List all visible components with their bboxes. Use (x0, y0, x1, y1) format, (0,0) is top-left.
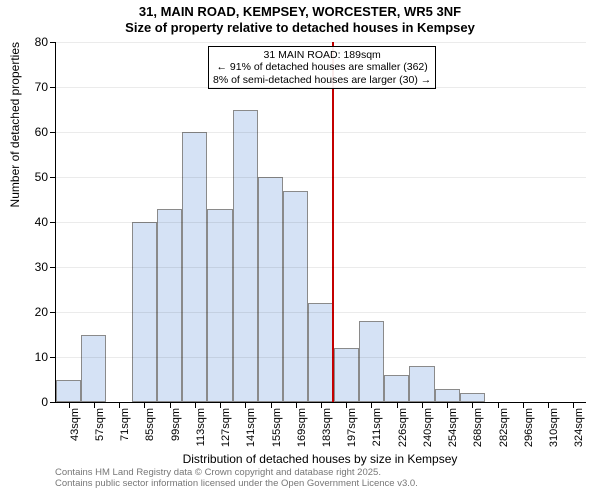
grid-line (56, 357, 586, 358)
x-tick-label: 71sqm (119, 408, 131, 441)
histogram-bar (157, 209, 182, 403)
title-line-2: Size of property relative to detached ho… (0, 20, 600, 36)
x-tick-label: 57sqm (94, 408, 106, 441)
x-tick-label: 85sqm (144, 408, 156, 441)
x-tick-label: 197sqm (346, 408, 358, 447)
grid-line (56, 267, 586, 268)
grid-line (56, 222, 586, 223)
histogram-bar (81, 335, 106, 403)
histogram-bar (56, 380, 81, 403)
x-tick-label: 240sqm (422, 408, 434, 447)
histogram-bar (460, 393, 485, 402)
chart-container: 31, MAIN ROAD, KEMPSEY, WORCESTER, WR5 3… (0, 0, 600, 500)
histogram-bar (384, 375, 409, 402)
y-tick-label: 60 (35, 125, 48, 139)
annotation-line-1: 31 MAIN ROAD: 189sqm (213, 49, 431, 61)
plot-area: 31 MAIN ROAD: 189sqm ← 91% of detached h… (55, 42, 586, 403)
chart-title: 31, MAIN ROAD, KEMPSEY, WORCESTER, WR5 3… (0, 0, 600, 37)
histogram-bar (409, 366, 434, 402)
y-tick-label: 40 (35, 215, 48, 229)
annotation-line-3: 8% of semi-detached houses are larger (3… (213, 74, 431, 86)
footer-text: Contains HM Land Registry data © Crown c… (55, 468, 418, 490)
y-axis-label: Number of detached properties (8, 0, 22, 222)
x-tick-label: 169sqm (296, 408, 308, 447)
x-tick-label: 99sqm (170, 408, 182, 441)
grid-line (56, 42, 586, 43)
x-tick-label: 211sqm (371, 408, 383, 446)
x-tick-label: 310sqm (548, 408, 560, 447)
histogram-bar (359, 321, 384, 402)
grid-line (56, 177, 586, 178)
x-tick-label: 282sqm (498, 408, 510, 447)
x-tick-label: 324sqm (573, 408, 585, 447)
x-tick-label: 141sqm (245, 408, 257, 447)
annotation-box: 31 MAIN ROAD: 189sqm ← 91% of detached h… (208, 46, 436, 89)
title-line-1: 31, MAIN ROAD, KEMPSEY, WORCESTER, WR5 3… (0, 4, 600, 20)
annotation-line-2: ← 91% of detached houses are smaller (36… (213, 61, 431, 73)
y-tick-label: 80 (35, 35, 48, 49)
x-tick-label: 254sqm (447, 408, 459, 447)
y-tick-label: 30 (35, 260, 48, 274)
histogram-bar (207, 209, 232, 403)
histogram-bar (308, 303, 333, 402)
grid-line (56, 132, 586, 133)
footer-line-2: Contains public sector information licen… (55, 479, 418, 490)
x-tick-label: 113sqm (195, 408, 207, 446)
y-tick-label: 50 (35, 170, 48, 184)
x-axis-label: Distribution of detached houses by size … (55, 452, 585, 466)
x-tick-label: 183sqm (321, 408, 333, 447)
grid-line (56, 312, 586, 313)
x-tick-label: 296sqm (523, 408, 535, 447)
histogram-bar (258, 177, 283, 402)
x-tick-label: 127sqm (220, 408, 232, 447)
y-tick-label: 20 (35, 305, 48, 319)
x-tick-label: 268sqm (472, 408, 484, 447)
y-tick-label: 70 (35, 80, 48, 94)
x-tick-label: 226sqm (397, 408, 409, 447)
y-tick-label: 10 (35, 350, 48, 364)
grid-line (56, 87, 586, 88)
x-tick-label: 43sqm (69, 408, 81, 441)
y-tick-label: 0 (41, 395, 48, 409)
histogram-bar (233, 110, 258, 403)
histogram-bar (435, 389, 460, 403)
x-tick-label: 155sqm (271, 408, 283, 447)
